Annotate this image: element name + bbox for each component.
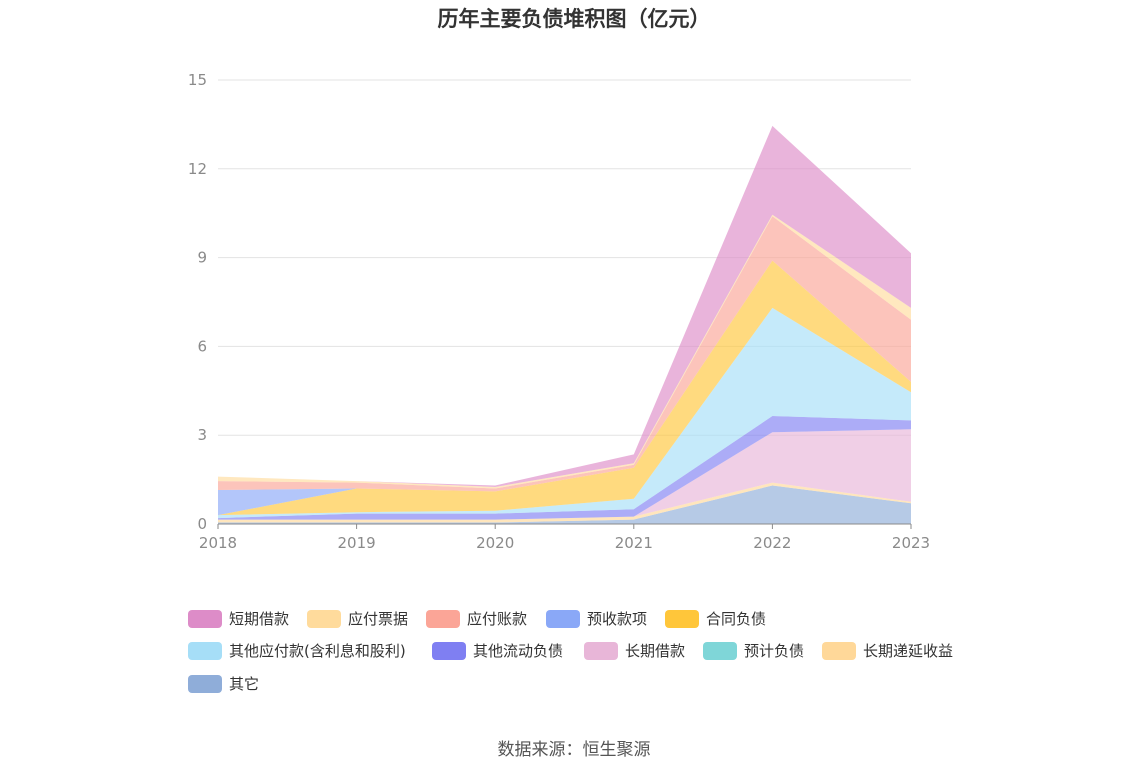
legend-label: 预收款项 — [587, 610, 647, 628]
y-tick-label: 12 — [188, 160, 207, 178]
y-tick-label: 3 — [197, 426, 207, 444]
legend-item[interactable]: 合同负债 — [665, 610, 766, 628]
x-tick-label: 2018 — [199, 534, 237, 552]
legend-swatch — [584, 642, 618, 660]
legend-item[interactable]: 预收款项 — [546, 610, 647, 628]
legend-label: 其他应付款(含利息和股利) — [229, 642, 406, 660]
legend-item[interactable]: 长期借款 — [584, 642, 685, 660]
legend-label: 其它 — [229, 675, 259, 693]
legend-label: 合同负债 — [706, 610, 766, 628]
area-series-10 — [218, 125, 911, 488]
legend-swatch — [426, 610, 460, 628]
legend-swatch — [188, 642, 222, 660]
y-tick-label: 6 — [197, 337, 207, 355]
area-series-0 — [218, 485, 911, 524]
x-tick-label: 2021 — [615, 534, 653, 552]
legend-swatch — [188, 675, 222, 693]
y-tick-label: 0 — [197, 515, 207, 533]
legend-swatch — [188, 610, 222, 628]
legend-item[interactable]: 其他应付款(含利息和股利) — [188, 642, 406, 660]
area-series-4 — [218, 416, 911, 520]
legend-item[interactable]: 其他流动负债 — [432, 642, 563, 660]
legend-item[interactable]: 应付票据 — [307, 610, 408, 628]
y-tick-label: 15 — [188, 71, 207, 89]
legend-item[interactable]: 短期借款 — [188, 610, 289, 628]
area-series-7 — [218, 260, 911, 516]
x-tick-label: 2022 — [753, 534, 791, 552]
data-source-label: 数据来源：恒生聚源 — [498, 740, 651, 760]
legend-swatch — [546, 610, 580, 628]
chart-title: 历年主要负债堆积图（亿元） — [438, 7, 711, 31]
legend-swatch — [703, 642, 737, 660]
area-series-6 — [218, 260, 911, 516]
legend-label: 其他流动负债 — [473, 642, 563, 660]
area-series-8 — [218, 216, 911, 492]
legend-label: 应付账款 — [467, 610, 527, 628]
legend-item[interactable]: 其它 — [188, 675, 259, 693]
x-tick-label: 2023 — [892, 534, 930, 552]
legend-swatch — [432, 642, 466, 660]
legend-label: 长期递延收益 — [863, 642, 953, 660]
area-series-5 — [218, 307, 911, 519]
legend-item[interactable]: 应付账款 — [426, 610, 527, 628]
x-tick-label: 2020 — [476, 534, 514, 552]
area-series — [218, 125, 911, 524]
legend-label: 短期借款 — [229, 610, 289, 628]
area-series-3 — [218, 429, 911, 520]
axes: 0 3 6 9 12 15 2018 2019 2020 2021 2022 2023 — [188, 71, 930, 552]
legend-item[interactable]: 预计负债 — [703, 642, 804, 660]
legend-swatch — [665, 610, 699, 628]
area-series-1 — [218, 482, 911, 523]
x-tick-label: 2019 — [338, 534, 376, 552]
legend-label: 长期借款 — [625, 642, 685, 660]
legend-label: 应付票据 — [348, 610, 408, 628]
y-tick-label: 9 — [197, 249, 207, 267]
legend-label: 预计负债 — [744, 642, 804, 660]
legend-item[interactable]: 长期递延收益 — [822, 642, 953, 660]
legend-swatch — [822, 642, 856, 660]
legend-swatch — [307, 610, 341, 628]
